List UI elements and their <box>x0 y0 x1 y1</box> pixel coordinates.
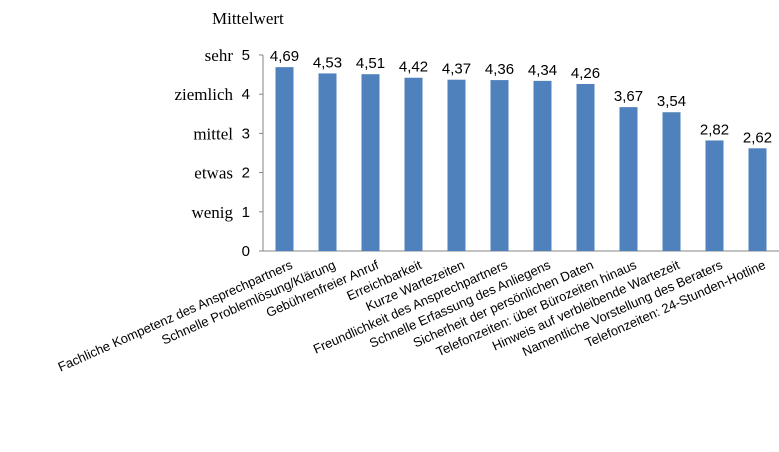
bar <box>662 112 681 252</box>
bar <box>275 67 294 251</box>
data-label: 4,69 <box>270 48 299 65</box>
scale-word-label: mittel <box>193 124 233 143</box>
data-label: 4,51 <box>356 55 385 72</box>
y-tick-label: 2 <box>242 165 250 182</box>
bar <box>361 74 380 251</box>
bar <box>533 80 552 251</box>
data-label: 4,37 <box>442 61 471 78</box>
y-axis-title: Mittelwert <box>212 9 284 28</box>
y-tick-label: 3 <box>242 125 250 142</box>
data-label: 4,26 <box>571 65 600 82</box>
scale-word-label: etwas <box>194 164 233 183</box>
data-label: 3,67 <box>614 88 643 105</box>
bar <box>447 79 466 251</box>
data-label: 3,54 <box>657 93 686 110</box>
bar <box>748 148 767 251</box>
data-label: 2,82 <box>700 121 729 138</box>
data-label: 2,62 <box>743 129 772 146</box>
bar <box>619 107 638 251</box>
category-label: Fachliche Kompetenz des Ansprechpartners <box>56 257 296 375</box>
y-tick-label: 4 <box>242 86 250 103</box>
data-labels: 4,69 4,53 4,51 4,42 4,37 4,36 4,34 4,26 3,67 3,54… <box>270 48 772 146</box>
y-tick-label: 5 <box>242 47 250 64</box>
y-tick-labels: 0 1 2 3 4 5 <box>242 47 263 260</box>
category-labels: Fachliche Kompetenz des Ansprechpartners… <box>56 257 768 375</box>
y-tick-label: 1 <box>242 204 250 221</box>
bar <box>404 77 423 252</box>
data-label: 4,34 <box>528 62 557 79</box>
scale-word-label: sehr <box>205 46 234 65</box>
bar <box>705 140 724 251</box>
bars <box>275 67 767 252</box>
data-label: 4,36 <box>485 61 514 78</box>
scale-word-labels: sehr ziemlich mittel etwas wenig <box>174 46 233 222</box>
scale-word-label: ziemlich <box>174 85 233 104</box>
bar <box>318 73 337 251</box>
bar <box>576 84 595 252</box>
data-label: 4,42 <box>399 59 428 76</box>
scale-word-label: wenig <box>191 203 233 222</box>
data-label: 4,53 <box>313 54 342 71</box>
y-tick-label: 0 <box>242 243 250 260</box>
bar <box>490 80 509 251</box>
